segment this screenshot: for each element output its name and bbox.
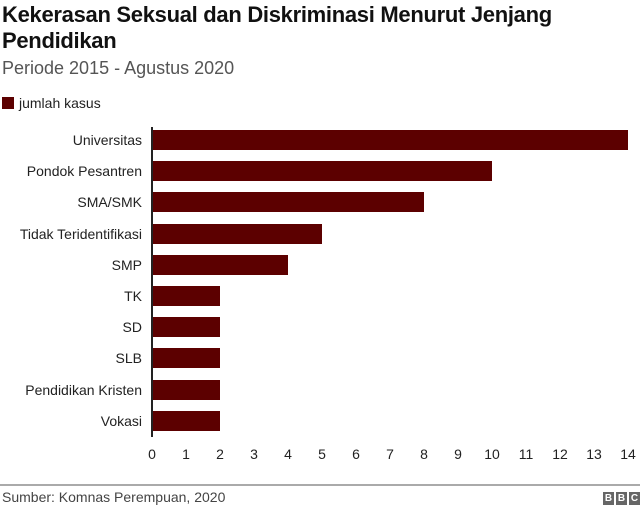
x-tick-label: 9: [454, 446, 462, 462]
category-label: SMP: [111, 256, 142, 273]
category-label: SD: [122, 319, 142, 336]
x-tick-label: 10: [484, 446, 500, 462]
bar: [153, 254, 288, 275]
footer-divider: [0, 484, 640, 486]
bar: [153, 317, 220, 338]
x-tick-label: 13: [586, 446, 602, 462]
y-axis-line: [151, 127, 153, 437]
bar: [153, 410, 220, 431]
x-tick-label: 4: [284, 446, 292, 462]
legend-swatch: [2, 97, 14, 109]
logo-letter: B: [616, 492, 627, 505]
legend-label: jumlah kasus: [19, 95, 101, 111]
x-tick-label: 7: [386, 446, 394, 462]
x-tick-label: 11: [518, 446, 534, 462]
x-tick-label: 3: [250, 446, 258, 462]
bar: [153, 223, 322, 244]
category-label: Vokasi: [100, 412, 142, 429]
chart-title: Kekerasan Seksual dan Diskriminasi Menur…: [2, 2, 552, 53]
bar: [153, 161, 492, 182]
x-tick-label: 12: [552, 446, 568, 462]
bar: [153, 379, 220, 400]
bar: [153, 286, 220, 306]
category-label: SMA/SMK: [77, 194, 142, 211]
x-tick-label: 0: [148, 446, 156, 462]
bar: [153, 130, 628, 150]
category-label: Tidak Teridentifikasi: [19, 225, 142, 242]
bbc-logo: B B C: [603, 492, 640, 505]
bar: [153, 192, 424, 213]
legend: jumlah kasus: [2, 95, 101, 111]
bar: [153, 348, 220, 369]
chart-subtitle: Periode 2015 - Agustus 2020: [2, 58, 235, 78]
x-tick-label: 6: [352, 446, 360, 462]
category-label: SLB: [115, 350, 142, 367]
category-label: TK: [124, 288, 142, 304]
x-tick-label: 14: [620, 446, 636, 462]
logo-letter: C: [629, 492, 640, 505]
source-note: Sumber: Komnas Perempuan, 2020: [2, 489, 226, 505]
category-label: Pondok Pesantren: [26, 163, 142, 180]
x-tick-label: 2: [216, 446, 224, 462]
logo-letter: B: [603, 492, 614, 505]
x-tick-label: 8: [420, 446, 428, 462]
x-tick-label: 1: [182, 446, 190, 462]
category-label: Pendidikan Kristen: [25, 381, 142, 398]
category-label: Universitas: [72, 132, 142, 148]
x-tick-label: 5: [318, 446, 326, 462]
plot-area: Universitas Pondok Pesantren SMA/SMK Tidak …: [19, 127, 636, 462]
